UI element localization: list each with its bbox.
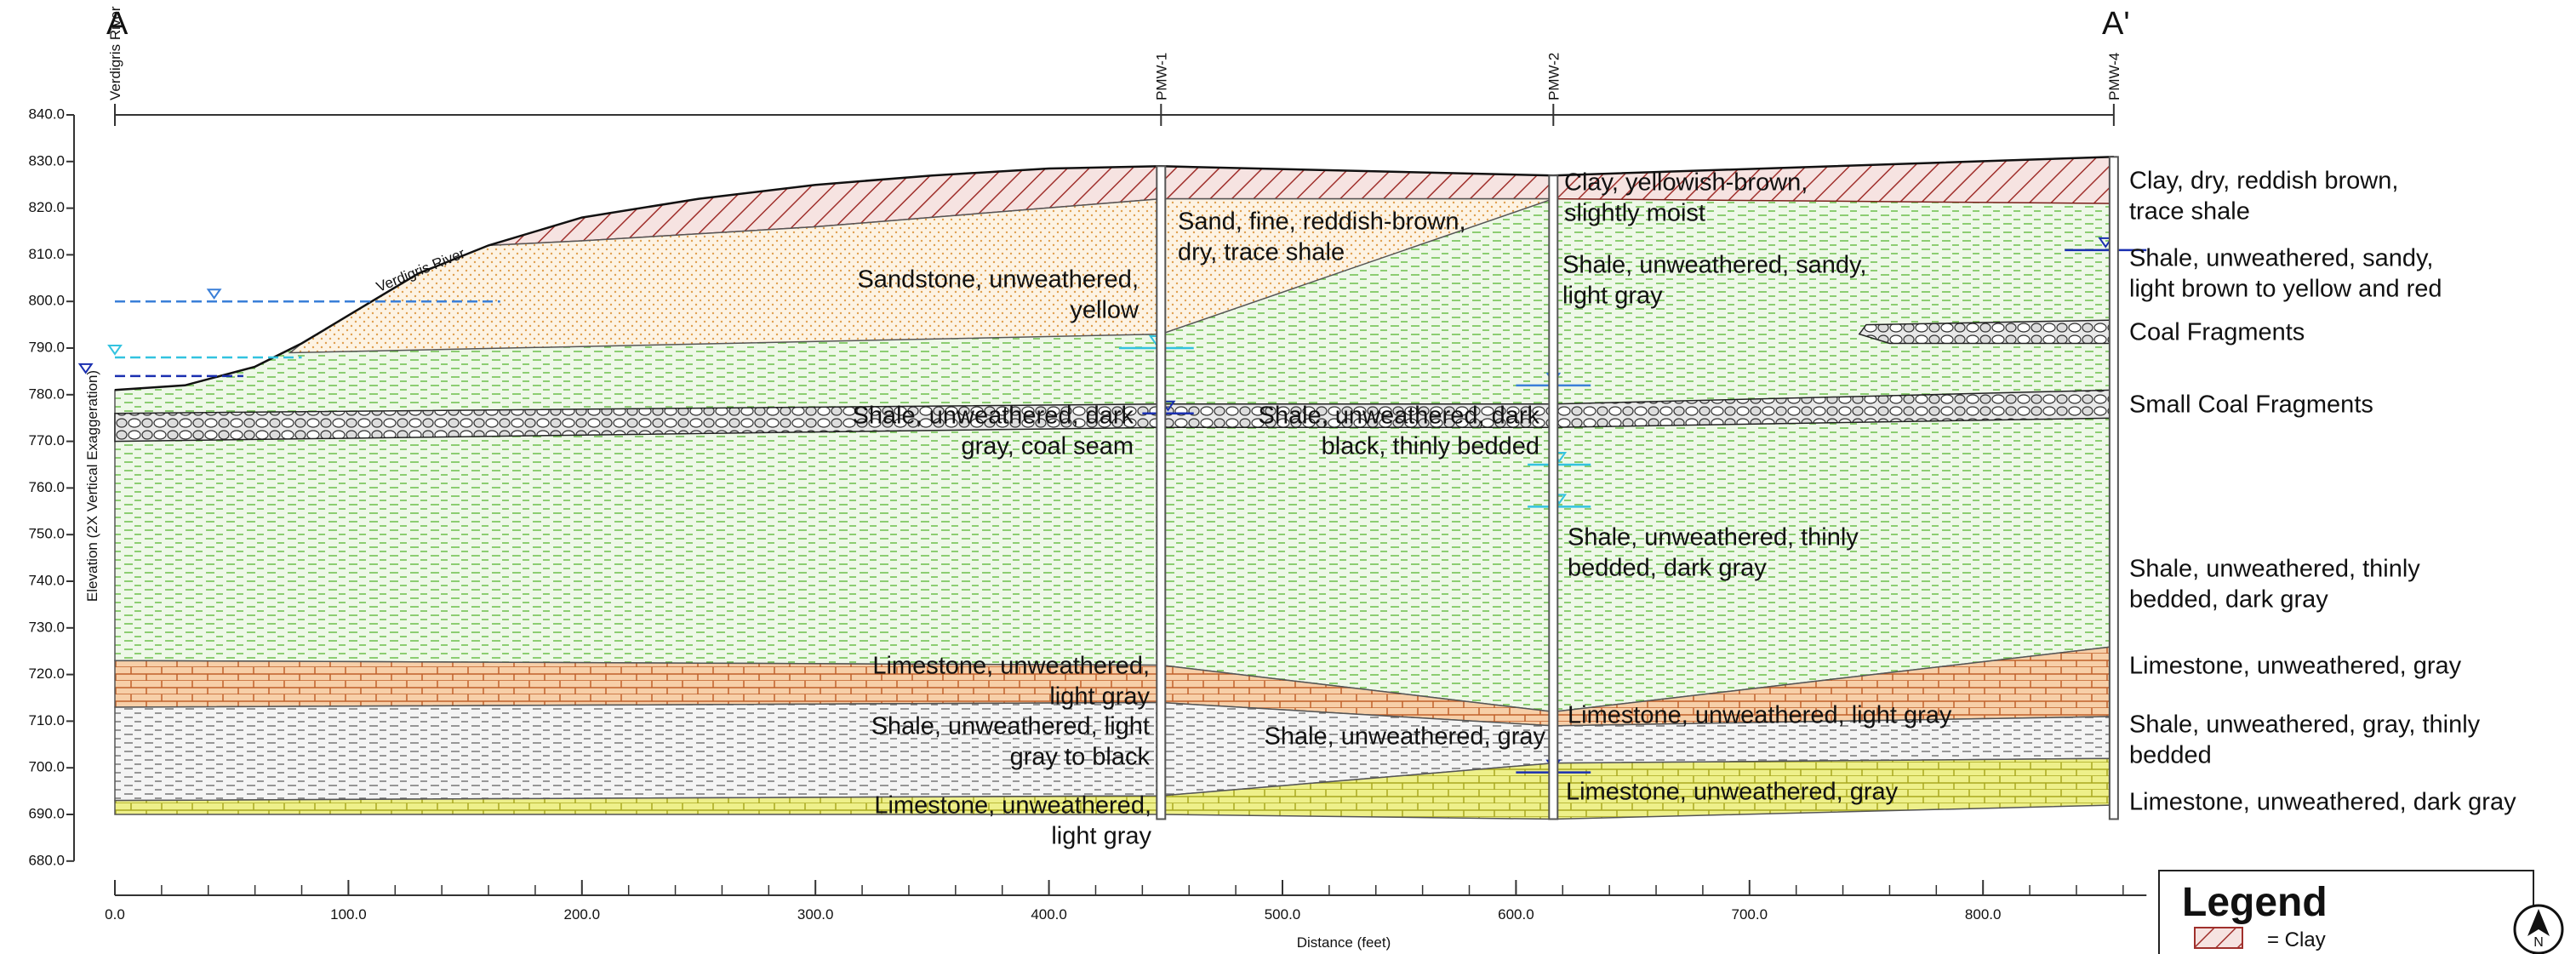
legend-item: = Clay	[2267, 928, 2326, 951]
y-tick-label: 760.0	[28, 479, 65, 495]
layer-label: Shale, unweathered, light	[871, 713, 1150, 740]
x-tick-label: 800.0	[1965, 906, 2002, 923]
layer-label: Coal Fragments	[2129, 319, 2305, 346]
y-tick-label: 820.0	[28, 199, 65, 215]
section-end: A'	[2102, 6, 2130, 42]
x-tick-label: 700.0	[1732, 906, 1768, 923]
layer-label: Shale, unweathered, gray	[1265, 723, 1546, 751]
layer-label: bedded, dark gray	[2129, 586, 2328, 614]
x-tick-label: 600.0	[1498, 906, 1534, 923]
layer-label: light gray	[1562, 283, 1663, 310]
layer-label: Shale, unweathered, sandy,	[1562, 252, 1866, 279]
well-casing	[1549, 175, 1557, 819]
x-tick-label: 500.0	[1265, 906, 1301, 923]
water-symbol	[109, 346, 121, 354]
well-label: PMW-4	[2106, 53, 2122, 100]
water-symbol	[208, 289, 220, 298]
layer-label: bedded	[2129, 742, 2212, 769]
x-tick-label: 200.0	[564, 906, 601, 923]
section-start: A	[106, 6, 129, 42]
layer-label: Limestone, unweathered, dark gray	[2129, 789, 2516, 816]
y-axis-title: Elevation (2X Vertical Exaggeration)	[84, 370, 100, 602]
coal-fragments	[1859, 320, 2114, 343]
page: {"section": {"start_label": "A", "end_la…	[0, 0, 2576, 954]
layer-label: light gray	[1049, 683, 1150, 711]
y-tick-label: 710.0	[28, 712, 65, 728]
y-tick-label: 800.0	[28, 293, 65, 309]
layer-label: Shale, unweathered, sandy,	[2129, 245, 2433, 272]
y-tick-label: 720.0	[28, 666, 65, 682]
layer-label: bedded, dark gray	[1568, 555, 1767, 582]
y-tick-label: 750.0	[28, 526, 65, 542]
layer-label: trace shale	[2129, 198, 2250, 226]
layer-label: Clay, yellowish-brown,	[1564, 169, 1808, 197]
x-axis-title: Distance (feet)	[1297, 934, 1391, 951]
y-tick-label: 690.0	[28, 805, 65, 821]
layer-label: Shale, unweathered, dark	[1259, 403, 1540, 430]
y-tick-label: 790.0	[28, 339, 65, 355]
layer-label: yellow	[1070, 297, 1139, 324]
layer-label: dry, trace shale	[1178, 239, 1345, 266]
y-tick-label: 830.0	[28, 152, 65, 169]
layer-label: Limestone, unweathered, gray	[2129, 653, 2462, 680]
layer-label: gray to black	[1010, 744, 1151, 771]
layer-label: Shale, unweathered, gray, thinly	[2129, 711, 2481, 739]
y-tick-label: 680.0	[28, 852, 65, 868]
layer-label: light brown to yellow and red	[2129, 276, 2442, 303]
layer-label: Clay, dry, reddish brown,	[2129, 168, 2398, 195]
well-label: PMW-2	[1545, 53, 1562, 100]
layer-label: slightly moist	[1564, 200, 1705, 227]
y-tick-label: 780.0	[28, 386, 65, 402]
x-tick-label: 300.0	[797, 906, 834, 923]
legend-swatch	[2195, 928, 2242, 948]
layer-label: black, thinly bedded	[1322, 433, 1539, 460]
layer-label: Shale, unweathered, thinly	[1568, 524, 1859, 551]
y-tick-label: 840.0	[28, 106, 65, 122]
y-tick-label: 770.0	[28, 432, 65, 448]
y-tick-label: 810.0	[28, 246, 65, 262]
layer-label: Shale, unweathered, dark	[853, 403, 1134, 430]
x-tick-label: 0.0	[105, 906, 125, 923]
layer-label: Limestone, unweathered, light gray	[1568, 702, 1952, 729]
legend-title: Legend	[2182, 880, 2328, 925]
layer-label: light gray	[1051, 823, 1151, 850]
layer-label: gray, coal seam	[961, 433, 1134, 460]
y-tick-label: 730.0	[28, 619, 65, 635]
cross-section: Verdigris RiverPMW-1PMW-2PMW-4AA'Verdigr…	[0, 0, 2576, 954]
north-label: N	[2533, 935, 2544, 950]
y-tick-label: 740.0	[28, 572, 65, 588]
layer-label: Limestone, unweathered, gray	[1566, 779, 1899, 806]
layer-label: Sand, fine, reddish-brown,	[1178, 209, 1466, 236]
layer-label: Limestone, unweathered,	[872, 653, 1150, 680]
x-tick-label: 400.0	[1031, 906, 1067, 923]
layer-label: Limestone, unweathered,	[874, 792, 1151, 820]
layer-label: Shale, unweathered, thinly	[2129, 556, 2420, 583]
well-casing	[2110, 157, 2118, 819]
layer-label: Small Coal Fragments	[2129, 391, 2373, 419]
layer-label: Sandstone, unweathered,	[857, 266, 1139, 294]
well-label: PMW-1	[1153, 53, 1169, 100]
well-casing	[1157, 166, 1165, 819]
x-tick-label: 100.0	[330, 906, 367, 923]
y-tick-label: 700.0	[28, 759, 65, 775]
